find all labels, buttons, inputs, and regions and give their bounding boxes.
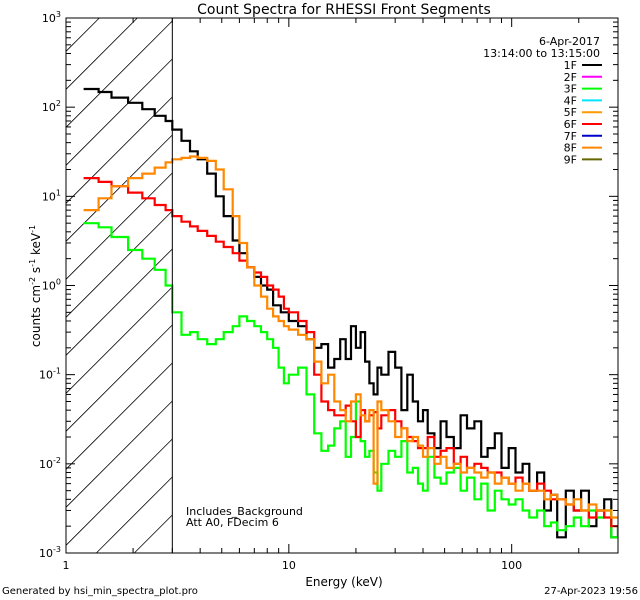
generated-on: 27-Apr-2023 19:56 <box>544 586 638 597</box>
x-axis: 1 10 100 <box>63 18 619 572</box>
legend-label-6F: 6F <box>564 118 577 131</box>
y-tick-label: 10-2 <box>39 456 61 471</box>
time-range-label: 13:14:00 to 13:15:00 <box>483 47 600 60</box>
date-label: 6-Apr-2017 <box>539 35 600 48</box>
series-layer <box>83 87 618 539</box>
hatch-line <box>65 20 173 128</box>
hatch-line <box>134 514 173 554</box>
x-tick-label: 1 <box>63 559 70 572</box>
y-axis: 10-3 10-2 10-1 100 101 102 103 <box>39 10 618 560</box>
note-background: Includes_Background <box>186 505 303 518</box>
legend-label-1F: 1F <box>564 59 577 72</box>
y-axis-label: counts cm-2 s-1 keV-1 <box>28 225 43 347</box>
y-tick-label: 103 <box>42 10 61 25</box>
hatch-line <box>65 400 173 508</box>
plot-frame <box>65 17 619 554</box>
hatch-line <box>65 210 173 318</box>
generated-by: Generated by hsi_min_spectra_plot.pro <box>2 586 198 597</box>
series-3F <box>83 222 618 539</box>
hatch-line <box>65 58 173 166</box>
y-tick-label: 101 <box>42 188 61 203</box>
legend-label-7F: 7F <box>564 130 577 143</box>
hatch-line <box>65 438 173 546</box>
legend-label-9F: 9F <box>564 153 577 166</box>
hatch-line <box>65 17 138 90</box>
chart-title: Count Spectra for RHESSI Front Segments <box>197 2 491 18</box>
y-tick-label: 102 <box>42 99 61 114</box>
series-1F <box>83 87 618 539</box>
y-tick-label: 10-1 <box>39 367 61 382</box>
legend-label-3F: 3F <box>564 83 577 96</box>
series-8F <box>83 155 618 519</box>
legend-label-8F: 8F <box>564 142 577 155</box>
x-tick-label: 10 <box>282 559 296 572</box>
hatch-line <box>65 362 173 470</box>
y-tick-label: 10-3 <box>39 545 61 560</box>
hatch-line <box>65 96 173 204</box>
y-tick-label: 100 <box>42 278 61 293</box>
hatch-line <box>65 134 173 242</box>
hatch-line <box>96 476 173 554</box>
legend-label-4F: 4F <box>564 94 577 107</box>
x-tick-label: 100 <box>501 559 522 572</box>
hatch-line <box>65 172 173 280</box>
hatch-line <box>65 286 173 394</box>
legend-label-2F: 2F <box>564 71 577 84</box>
legend-label-5F: 5F <box>564 106 577 119</box>
note-attenuator: Att A0, FDecim 6 <box>186 516 279 529</box>
hatch-line <box>65 324 173 432</box>
x-axis-label: Energy (keV) <box>305 575 382 589</box>
hatch-line <box>65 17 100 52</box>
hatch-line <box>65 248 173 356</box>
